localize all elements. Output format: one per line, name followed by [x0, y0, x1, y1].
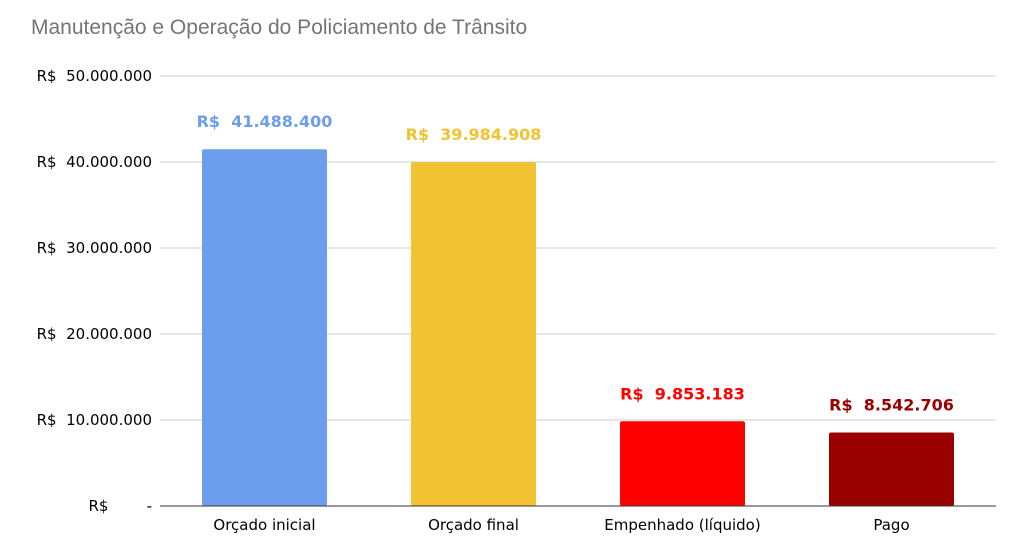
data-labels: R$ 41.488.400 R$ 39.984.908 R$ 9.853.183 R$…	[197, 112, 954, 414]
category-label-2: Orçado final	[428, 516, 519, 534]
bar-1	[202, 149, 327, 506]
bar-3	[620, 421, 745, 506]
y-tick-label: R$ 40.000.000	[37, 153, 152, 171]
y-tick-label: R$ -	[88, 497, 152, 515]
y-tick-label: R$ 50.000.000	[37, 67, 152, 85]
category-label-3: Empenhado (líquido)	[604, 516, 760, 534]
gridlines	[160, 75, 996, 421]
data-label-2: R$ 39.984.908	[406, 125, 542, 144]
x-axis-categories: Orçado inicial Orçado final Empenhado (líq…	[213, 516, 909, 534]
y-axis-ticks: R$ - R$ 10.000.000 R$ 20.000.000 R$ 30.000.…	[37, 67, 152, 515]
bars	[202, 149, 954, 506]
y-tick-label: R$ 20.000.000	[37, 325, 152, 343]
category-label-1: Orçado inicial	[213, 516, 315, 534]
data-label-4: R$ 8.542.706	[829, 396, 954, 415]
bar-2	[411, 162, 536, 506]
bar-4	[829, 432, 954, 506]
chart-title: Manutenção e Operação do Policiamento de…	[31, 16, 528, 39]
y-tick-label: R$ 30.000.000	[37, 239, 152, 257]
category-label-4: Pago	[873, 516, 909, 534]
data-label-1: R$ 41.488.400	[197, 112, 333, 131]
data-label-3: R$ 9.853.183	[620, 384, 745, 403]
y-tick-label: R$ 10.000.000	[37, 411, 152, 429]
